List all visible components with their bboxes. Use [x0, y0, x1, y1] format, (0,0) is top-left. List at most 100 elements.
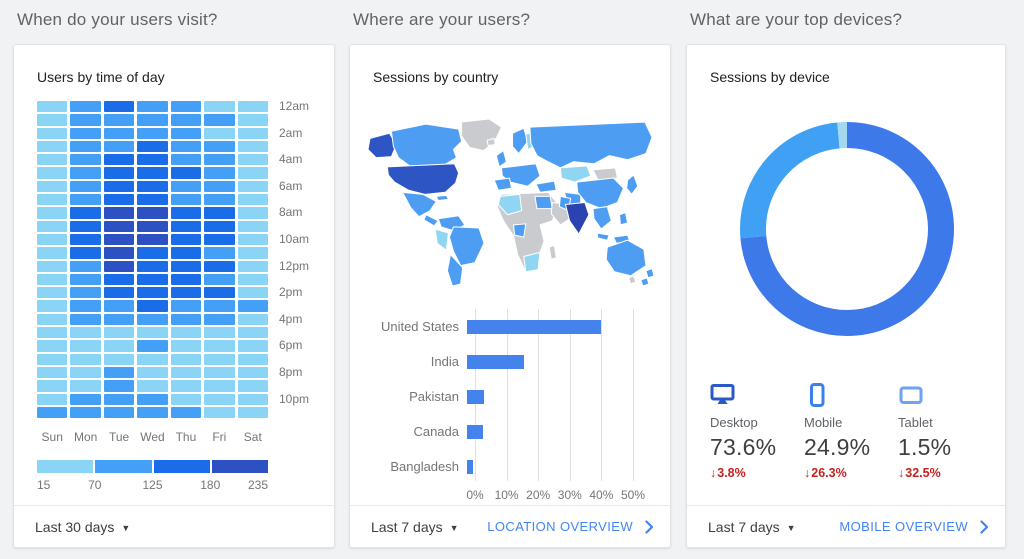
heatmap-cell[interactable]	[70, 300, 101, 312]
heatmap-cell[interactable]	[37, 127, 68, 139]
heatmap-cell[interactable]	[37, 380, 68, 392]
heatmap-cell[interactable]	[204, 233, 235, 246]
heatmap-cell[interactable]	[37, 260, 68, 272]
heatmap-cell[interactable]	[170, 340, 202, 352]
heatmap-cell[interactable]	[137, 260, 168, 272]
heatmap-cell[interactable]	[103, 207, 135, 219]
heatmap-cell[interactable]	[37, 233, 68, 246]
heatmap-cell[interactable]	[204, 180, 235, 193]
heatmap-cell[interactable]	[70, 353, 101, 365]
heatmap-cell[interactable]	[70, 380, 101, 392]
heatmap-cell[interactable]	[70, 180, 101, 193]
heatmap-cell[interactable]	[204, 380, 235, 392]
heatmap-cell[interactable]	[204, 167, 235, 179]
heatmap-cell[interactable]	[103, 114, 135, 126]
heatmap-cell[interactable]	[170, 180, 202, 193]
heatmap-cell[interactable]	[70, 114, 101, 126]
date-range-selector[interactable]: Last 7 days ▼	[371, 519, 459, 535]
bar-bangladesh[interactable]	[467, 459, 474, 474]
heatmap-cell[interactable]	[37, 353, 68, 365]
heatmap-cell[interactable]	[137, 353, 168, 365]
map-country-kazakhstan[interactable]	[559, 165, 592, 183]
map-country-mexico[interactable]	[402, 191, 437, 218]
heatmap-cell[interactable]	[137, 233, 168, 246]
heatmap-cell[interactable]	[204, 101, 235, 113]
heatmap-cell[interactable]	[103, 101, 135, 113]
heatmap-cell[interactable]	[70, 313, 101, 326]
heatmap-cell[interactable]	[170, 366, 202, 379]
heatmap-cell[interactable]	[170, 393, 202, 405]
heatmap-cell[interactable]	[103, 313, 135, 326]
heatmap-cell[interactable]	[237, 167, 268, 179]
heatmap-cell[interactable]	[37, 180, 68, 193]
heatmap-cell[interactable]	[137, 313, 168, 326]
heatmap-cell[interactable]	[103, 180, 135, 193]
heatmap-cell[interactable]	[70, 167, 101, 179]
heatmap-cell[interactable]	[237, 233, 268, 246]
heatmap-cell[interactable]	[237, 366, 268, 379]
heatmap-cell[interactable]	[170, 260, 202, 272]
map-country-nigeria[interactable]	[513, 223, 527, 238]
bar-pakistan[interactable]	[467, 389, 485, 404]
heatmap-cell[interactable]	[204, 154, 235, 166]
heatmap-cell[interactable]	[103, 340, 135, 352]
heatmap-cell[interactable]	[170, 406, 202, 419]
location-overview-link[interactable]: LOCATION OVERVIEW	[487, 519, 654, 534]
heatmap-cell[interactable]	[103, 247, 135, 259]
heatmap-cell[interactable]	[170, 207, 202, 219]
heatmap-cell[interactable]	[204, 260, 235, 272]
bar-india[interactable]	[467, 354, 524, 369]
heatmap-cell[interactable]	[237, 194, 268, 206]
heatmap-cell[interactable]	[37, 393, 68, 405]
heatmap-cell[interactable]	[103, 167, 135, 179]
heatmap-cell[interactable]	[137, 154, 168, 166]
heatmap-cell[interactable]	[103, 140, 135, 153]
map-country-russia[interactable]	[529, 121, 653, 169]
heatmap-cell[interactable]	[70, 366, 101, 379]
heatmap-cell[interactable]	[70, 406, 101, 419]
heatmap-cell[interactable]	[37, 313, 68, 326]
map-country-new-zealand[interactable]	[640, 268, 655, 287]
heatmap-cell[interactable]	[237, 101, 268, 113]
donut-segment-mobile[interactable]	[740, 122, 954, 336]
heatmap-cell[interactable]	[204, 353, 235, 365]
heatmap-cell[interactable]	[170, 300, 202, 312]
map-country-cuba[interactable]	[435, 194, 449, 201]
heatmap-cell[interactable]	[204, 406, 235, 419]
donut-segment-tablet[interactable]	[740, 122, 954, 336]
heatmap-cell[interactable]	[237, 327, 268, 339]
map-country-uk[interactable]	[495, 150, 507, 168]
heatmap-cell[interactable]	[70, 260, 101, 272]
heatmap-cell[interactable]	[70, 140, 101, 153]
map-country-china[interactable]	[576, 177, 625, 210]
map-country-peru[interactable]	[434, 228, 449, 251]
heatmap-cell[interactable]	[137, 167, 168, 179]
heatmap-cell[interactable]	[237, 247, 268, 259]
heatmap-cell[interactable]	[170, 127, 202, 139]
heatmap-cell[interactable]	[237, 127, 268, 139]
heatmap-cell[interactable]	[103, 393, 135, 405]
map-country-canada[interactable]	[390, 123, 463, 167]
heatmap-cell[interactable]	[37, 340, 68, 352]
heatmap-cell[interactable]	[204, 340, 235, 352]
heatmap-cell[interactable]	[237, 207, 268, 219]
heatmap-cell[interactable]	[37, 327, 68, 339]
heatmap-cell[interactable]	[170, 114, 202, 126]
heatmap-cell[interactable]	[37, 154, 68, 166]
heatmap-cell[interactable]	[137, 127, 168, 139]
map-country-norway[interactable]	[512, 127, 529, 155]
heatmap-cell[interactable]	[237, 273, 268, 286]
map-country-greenland[interactable]	[461, 119, 502, 152]
heatmap-cell[interactable]	[237, 140, 268, 153]
heatmap-cell[interactable]	[103, 220, 135, 232]
heatmap-cell[interactable]	[103, 233, 135, 246]
heatmap-cell[interactable]	[204, 247, 235, 259]
heatmap-cell[interactable]	[70, 340, 101, 352]
map-country-india[interactable]	[564, 201, 590, 235]
heatmap-cell[interactable]	[237, 393, 268, 405]
heatmap-cell[interactable]	[103, 194, 135, 206]
heatmap-cell[interactable]	[170, 273, 202, 286]
heatmap-cell[interactable]	[204, 313, 235, 326]
map-country-europe[interactable]	[500, 163, 541, 187]
heatmap-cell[interactable]	[204, 287, 235, 299]
